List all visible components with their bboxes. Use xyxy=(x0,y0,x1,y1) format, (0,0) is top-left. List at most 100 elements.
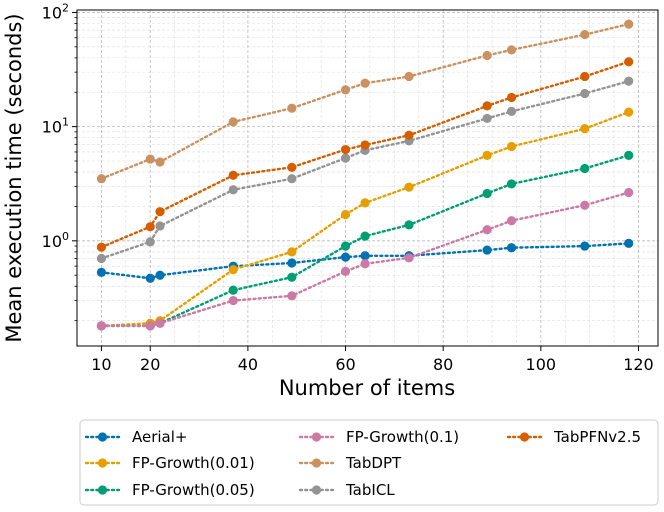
data-point xyxy=(624,57,634,67)
legend-entry: FP-Growth(0.01) xyxy=(84,454,255,472)
y-tick-label: 102 xyxy=(42,1,69,22)
data-point xyxy=(145,273,155,283)
data-point xyxy=(287,247,297,257)
data-point xyxy=(624,107,634,117)
data-point xyxy=(287,272,297,282)
data-point xyxy=(580,241,590,251)
y-tick-label: 101 xyxy=(42,116,69,137)
grid-lines xyxy=(77,10,658,346)
data-point xyxy=(482,113,492,124)
data-point xyxy=(360,198,370,208)
data-point xyxy=(96,242,107,252)
series-FP-Growth(0.1) xyxy=(96,187,634,331)
data-point xyxy=(624,19,634,29)
data-point xyxy=(404,253,414,263)
plot-frame xyxy=(76,9,659,347)
data-point xyxy=(624,238,634,248)
data-point xyxy=(360,251,370,261)
legend-entry: Aerial+ xyxy=(84,428,188,446)
data-point xyxy=(506,243,517,253)
data-point xyxy=(482,245,492,255)
series-TabPFNv2.5 xyxy=(96,57,634,252)
series-line xyxy=(100,22,630,180)
data-point xyxy=(155,207,165,217)
data-point xyxy=(624,76,634,86)
data-point xyxy=(580,200,590,210)
data-point xyxy=(228,185,238,195)
data-point xyxy=(340,85,351,95)
data-point xyxy=(360,259,370,269)
y-axis-label: Mean execution time (seconds) xyxy=(2,13,26,342)
legend-frame xyxy=(79,419,659,506)
legend-marker xyxy=(311,458,322,468)
data-point xyxy=(482,50,492,61)
data-point xyxy=(404,71,414,82)
x-tick-label: 100 xyxy=(526,355,557,374)
legend-label: Aerial+ xyxy=(132,428,188,446)
data-point xyxy=(404,182,414,192)
legend-label: FP-Growth(0.1) xyxy=(346,428,459,446)
data-point xyxy=(228,117,238,127)
legend-marker xyxy=(97,485,108,495)
data-point xyxy=(228,264,238,275)
data-point xyxy=(506,92,517,103)
x-tick-label: 10 xyxy=(91,355,111,374)
x-axis: 10 20 40 60 80 100 120 xyxy=(91,346,654,374)
legend-marker xyxy=(97,458,108,468)
data-point xyxy=(287,291,297,301)
data-point xyxy=(228,285,238,295)
series-TabICL xyxy=(96,76,634,264)
data-point xyxy=(287,258,297,268)
data-point xyxy=(155,270,165,280)
data-point xyxy=(360,140,370,150)
data-point xyxy=(145,154,155,164)
legend-entries: Aerial+ FP-Growth(0.01) FP-Growth(0.05) FP-… xyxy=(84,428,641,499)
x-axis-label: Number of items xyxy=(279,376,455,400)
x-tick-label: 60 xyxy=(335,355,355,374)
data-point xyxy=(155,318,165,328)
legend-marker xyxy=(97,432,108,442)
legend-label: FP-Growth(0.05) xyxy=(132,481,255,499)
data-point xyxy=(145,237,155,247)
legend-label: TabDPT xyxy=(345,454,402,472)
data-point xyxy=(96,253,107,264)
legend: Aerial+ FP-Growth(0.01) FP-Growth(0.05) FP-… xyxy=(79,419,659,506)
data-point xyxy=(580,71,590,82)
data-point xyxy=(404,220,414,230)
legend-entry: FP-Growth(0.1) xyxy=(298,428,459,446)
data-point xyxy=(506,106,517,116)
legend-entry: FP-Growth(0.05) xyxy=(84,481,255,499)
data-point xyxy=(228,295,238,306)
data-point xyxy=(340,209,351,220)
data-point xyxy=(287,174,297,184)
legend-entry: TabDPT xyxy=(298,454,402,472)
legend-marker xyxy=(519,432,530,442)
data-point xyxy=(482,188,492,199)
legend-label: TabICL xyxy=(345,481,395,499)
legend-entry: TabICL xyxy=(298,481,395,499)
data-point xyxy=(580,163,590,174)
data-point xyxy=(506,179,517,189)
x-tick-label: 80 xyxy=(433,355,453,374)
data-point xyxy=(482,101,492,111)
x-tick-label: 20 xyxy=(140,355,160,374)
legend-marker xyxy=(311,485,322,495)
data-point xyxy=(624,187,634,198)
data-point xyxy=(340,241,351,251)
data-point xyxy=(624,150,634,160)
data-point xyxy=(580,29,590,40)
data-point xyxy=(96,321,107,331)
data-point xyxy=(360,78,370,88)
data-point xyxy=(360,231,370,241)
legend-label: TabPFNv2.5 xyxy=(553,428,641,446)
data-point xyxy=(145,222,155,232)
data-point xyxy=(96,267,107,277)
x-tick-label: 120 xyxy=(623,355,654,374)
data-point xyxy=(506,141,517,152)
data-point xyxy=(155,157,165,167)
series-TabDPT xyxy=(96,19,634,184)
x-tick-label: 40 xyxy=(238,355,258,374)
data-point xyxy=(340,266,351,276)
legend-entry: TabPFNv2.5 xyxy=(506,428,641,446)
